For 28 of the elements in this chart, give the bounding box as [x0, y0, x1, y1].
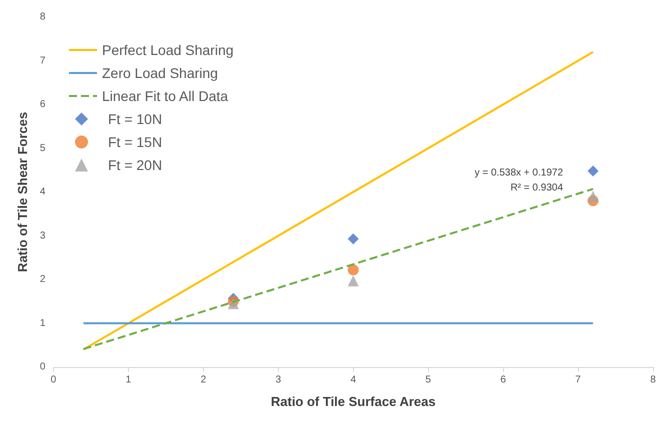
- legend-label: Linear Fit to All Data: [102, 88, 228, 104]
- legend-label: Ft = 15N: [108, 134, 162, 150]
- y-tick-label: 0: [40, 362, 46, 372]
- y-tick-label: 6: [40, 99, 46, 110]
- y-axis-title: Ratio of Tile Shear Forces: [15, 112, 30, 272]
- x-tick-label: 3: [276, 374, 282, 386]
- x-tick-label: 1: [126, 374, 132, 386]
- x-tick-label: 5: [425, 374, 432, 386]
- legend-label: Ft = 10N: [108, 111, 162, 127]
- x-tick-label: 4: [350, 374, 356, 386]
- y-tick-label: 4: [40, 186, 46, 198]
- y-tick-label: 2: [40, 274, 46, 285]
- legend-label: Ft = 20N: [108, 157, 162, 173]
- y-tick-label: 1: [40, 318, 46, 329]
- annotation: R² = 0.9304: [510, 182, 564, 194]
- y-tick-label: 7: [40, 55, 46, 66]
- y-tick-label: 5: [40, 142, 46, 154]
- legend-label: Perfect Load Sharing: [102, 42, 234, 58]
- x-tick-label: 2: [200, 374, 207, 386]
- x-axis-title: Ratio of Tile Surface Areas: [270, 394, 436, 409]
- legend-label: Zero Load Sharing: [102, 65, 218, 81]
- x-tick-label: 0: [50, 374, 57, 386]
- x-tick-label: 8: [650, 374, 656, 386]
- y-tick-label: 8: [40, 12, 46, 22]
- x-tick-label: 7: [575, 374, 582, 386]
- annotation: y = 0.538x + 0.1972: [474, 168, 564, 178]
- y-tick-label: 3: [40, 230, 46, 242]
- x-tick-label: 6: [500, 374, 506, 386]
